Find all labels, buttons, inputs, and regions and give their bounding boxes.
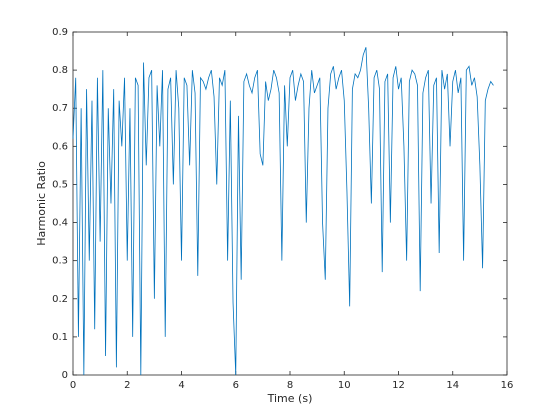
x-axis-label: Time (s) [267, 392, 313, 405]
x-tick-label: 10 [338, 380, 351, 391]
x-tick-label: 2 [124, 380, 130, 391]
y-tick-label: 0.9 [52, 27, 68, 38]
y-tick-label: 0.7 [52, 103, 68, 114]
y-tick-label: 0 [62, 370, 68, 381]
y-tick-label: 0.6 [52, 141, 68, 152]
x-tick-label: 16 [501, 380, 514, 391]
y-tick-label: 0.2 [52, 294, 68, 305]
y-tick-label: 0.4 [52, 218, 68, 229]
x-tick-label: 14 [446, 380, 459, 391]
x-tick-label: 4 [178, 380, 184, 391]
y-axis-label: Harmonic Ratio [35, 161, 48, 246]
x-tick-label: 6 [233, 380, 239, 391]
x-tick-label: 12 [392, 380, 405, 391]
y-tick-label: 0.8 [52, 65, 68, 76]
y-tick-label: 0.1 [52, 332, 68, 343]
y-tick-label: 0.5 [52, 179, 68, 190]
y-tick-label: 0.3 [52, 256, 68, 267]
x-tick-label: 8 [287, 380, 293, 391]
plot-area [72, 31, 508, 376]
x-tick-label: 0 [70, 380, 76, 391]
data-line [72, 47, 494, 376]
